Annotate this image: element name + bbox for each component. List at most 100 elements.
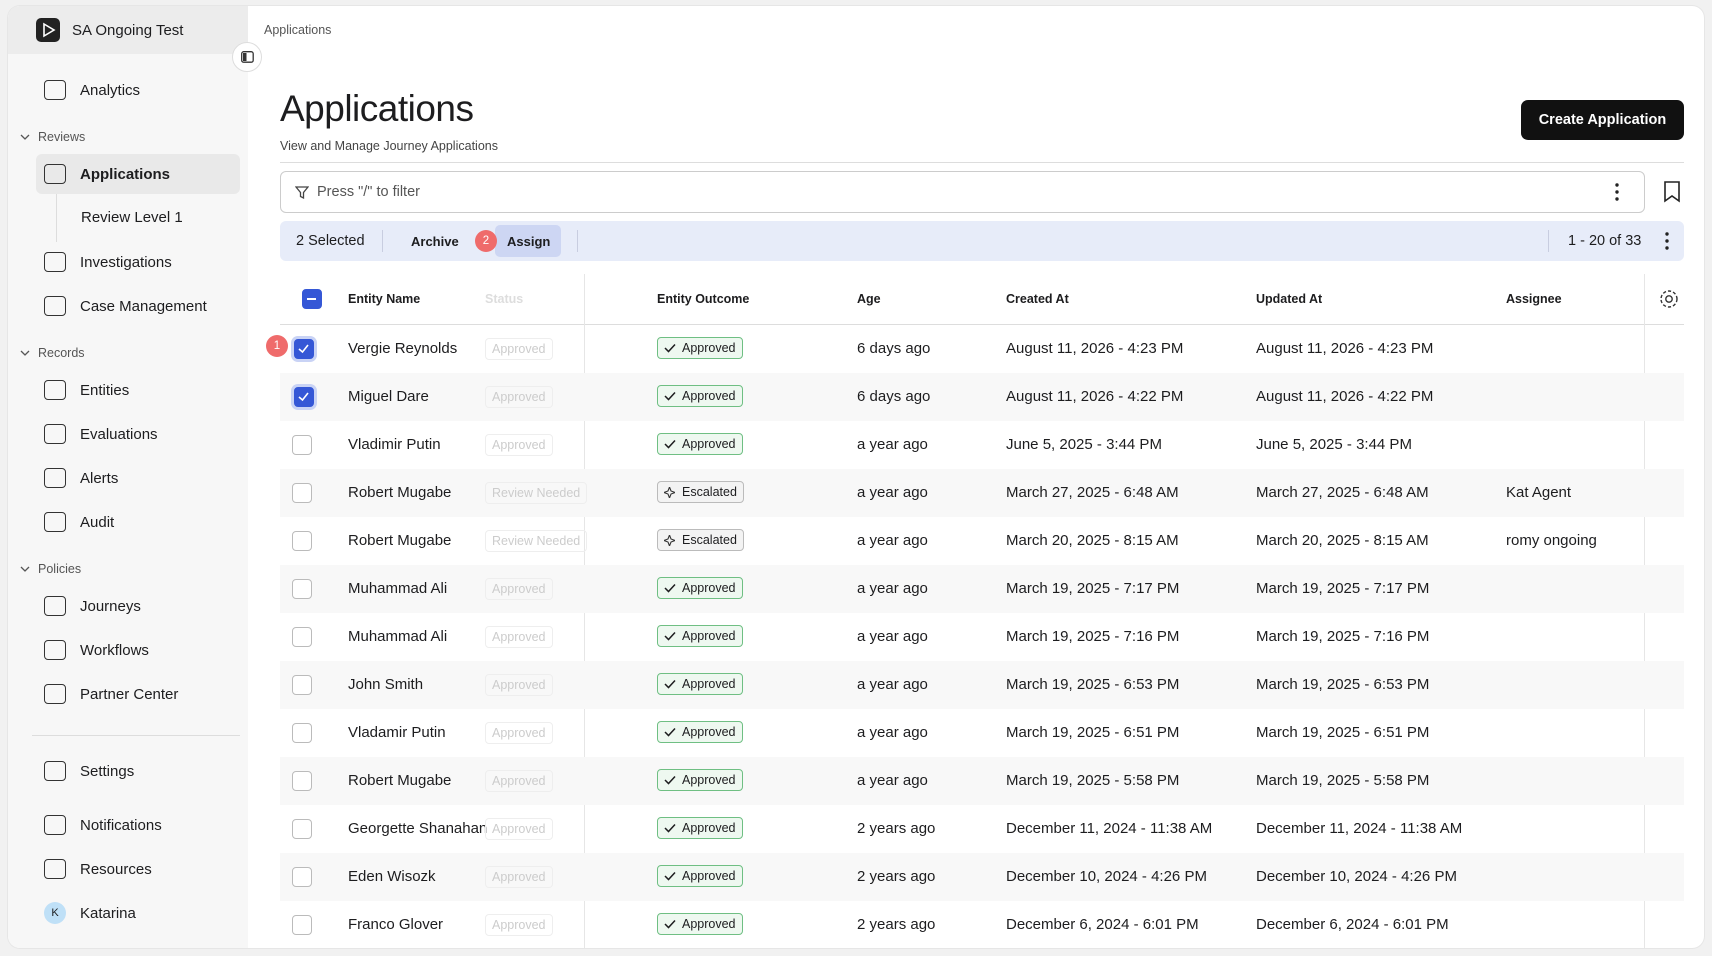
workspace-name: SA Ongoing Test bbox=[72, 22, 184, 39]
nav-section[interactable]: Reviews bbox=[20, 130, 85, 144]
cell-text: romy ongoing bbox=[1506, 532, 1597, 549]
nav-item[interactable]: Applications bbox=[36, 154, 240, 194]
select-all[interactable] bbox=[302, 289, 322, 309]
nav-item[interactable]: Journeys bbox=[36, 586, 240, 626]
nav-item[interactable]: Investigations bbox=[36, 242, 240, 282]
entity-name: Eden Wisozk bbox=[348, 868, 436, 885]
nav-icon bbox=[44, 640, 66, 660]
nav-item[interactable]: Audit bbox=[36, 502, 240, 542]
status-ghost: Approved bbox=[485, 434, 553, 456]
app: SA Ongoing Test Analytics Reviews Applicat… bbox=[8, 6, 1704, 948]
column-header[interactable]: Created At bbox=[1006, 292, 1069, 306]
nav-section[interactable]: Policies bbox=[20, 562, 81, 576]
table-row[interactable]: Robert Mugabe Review Needed Escalated a yea… bbox=[280, 469, 1684, 517]
nav-item[interactable]: Evaluations bbox=[36, 414, 240, 454]
nav-subitem[interactable]: Review Level 1 bbox=[81, 209, 183, 226]
workspace-header[interactable]: SA Ongoing Test bbox=[8, 6, 248, 54]
cell-text: a year ago bbox=[857, 676, 928, 693]
nav-icon bbox=[44, 424, 66, 444]
nav-item[interactable]: Workflows bbox=[36, 630, 240, 670]
column-header[interactable]: Age bbox=[857, 292, 881, 306]
cell-text: 2 years ago bbox=[857, 916, 936, 933]
cell-text: a year ago bbox=[857, 772, 928, 789]
table-row[interactable]: Robert Mugabe Approved Approved a year ago M… bbox=[280, 757, 1684, 805]
row-checkbox[interactable] bbox=[292, 819, 312, 839]
row-checkbox[interactable] bbox=[292, 867, 312, 887]
cell-text: March 19, 2025 - 6:53 PM bbox=[1256, 676, 1430, 693]
archive-button[interactable]: Archive bbox=[411, 234, 459, 249]
nav-label: Analytics bbox=[80, 81, 141, 99]
column-header[interactable]: Entity Name bbox=[348, 292, 421, 306]
nav-item[interactable]: Settings bbox=[36, 751, 240, 791]
nav-item[interactable]: Notifications bbox=[36, 805, 240, 845]
chevron bbox=[20, 134, 30, 140]
nav-icon bbox=[44, 815, 66, 835]
cell-text: Kat Agent bbox=[1506, 484, 1572, 501]
status-ghost: Approved bbox=[485, 866, 553, 888]
cell-text: June 5, 2025 - 3:44 PM bbox=[1006, 436, 1162, 453]
nav-item[interactable]: Entities bbox=[36, 370, 240, 410]
row-checkbox[interactable] bbox=[294, 387, 314, 407]
table-row[interactable]: Robert Mugabe Review Needed Escalated a yea… bbox=[280, 517, 1684, 565]
cell-text: 6 days ago bbox=[857, 388, 931, 405]
table-row[interactable]: Miguel Dare Approved Approved 6 days ago Aug… bbox=[280, 373, 1684, 421]
status-ghost: Approved bbox=[485, 338, 553, 360]
create-button[interactable]: Create Application bbox=[1521, 100, 1684, 140]
table-row[interactable]: Muhammad Ali Approved Approved a year ago Ma… bbox=[280, 613, 1684, 661]
collapse-icon bbox=[241, 51, 254, 63]
nav-item[interactable]: Case Management bbox=[36, 286, 240, 326]
bar-menu[interactable] bbox=[1665, 232, 1669, 250]
outcome-pill: Approved bbox=[657, 817, 743, 839]
row-checkbox[interactable] bbox=[292, 435, 312, 455]
row-checkbox[interactable] bbox=[292, 915, 312, 935]
nav-icon bbox=[44, 512, 66, 532]
user[interactable]: K Katarina bbox=[36, 893, 240, 933]
column-header[interactable]: Entity Outcome bbox=[657, 292, 750, 306]
column-settings[interactable] bbox=[1658, 288, 1680, 310]
entity-name: Vladimir Putin bbox=[348, 436, 441, 453]
outcome-pill: Approved bbox=[657, 337, 743, 359]
assign-button[interactable]: Assign bbox=[495, 225, 561, 257]
filter-menu[interactable] bbox=[1615, 183, 1619, 201]
table-row[interactable]: Franco Glover Approved Approved 2 years ago… bbox=[280, 901, 1684, 948]
cell-text: March 19, 2025 - 6:53 PM bbox=[1006, 676, 1180, 693]
nav-item[interactable]: Alerts bbox=[36, 458, 240, 498]
pagination: 1 - 20 of 33 bbox=[1568, 233, 1642, 249]
nav-label: Audit bbox=[80, 513, 115, 531]
nav-item[interactable]: Resources bbox=[36, 849, 240, 889]
cell-text: a year ago bbox=[857, 436, 928, 453]
table-row[interactable]: Muhammad Ali Approved Approved a year ago Ma… bbox=[280, 565, 1684, 613]
outcome-pill: Approved bbox=[657, 433, 743, 455]
table-row[interactable]: Eden Wisozk Approved Approved 2 years ago De… bbox=[280, 853, 1684, 901]
row-checkbox[interactable] bbox=[292, 627, 312, 647]
nav-section[interactable]: Records bbox=[20, 346, 85, 360]
table-row[interactable]: John Smith Approved Approved a year ago Marc… bbox=[280, 661, 1684, 709]
step-badge: 2 bbox=[475, 230, 497, 252]
row-checkbox[interactable] bbox=[292, 675, 312, 695]
nav-icon bbox=[44, 596, 66, 616]
column-header[interactable]: Assignee bbox=[1506, 292, 1562, 306]
row-checkbox[interactable] bbox=[294, 339, 314, 359]
collapse-button[interactable] bbox=[232, 42, 262, 72]
nav-icon bbox=[44, 80, 66, 100]
table-row[interactable]: Vladamir Putin Approved Approved a year ago… bbox=[280, 709, 1684, 757]
column-header[interactable]: Updated At bbox=[1256, 292, 1323, 306]
bookmark-button[interactable] bbox=[1663, 181, 1681, 203]
column-header[interactable]: Status bbox=[485, 292, 524, 306]
row-checkbox[interactable] bbox=[292, 483, 312, 503]
row-checkbox[interactable] bbox=[292, 531, 312, 551]
outcome-pill: Approved bbox=[657, 625, 743, 647]
nav-item[interactable]: Analytics bbox=[36, 70, 240, 110]
cell-text: March 20, 2025 - 8:15 AM bbox=[1256, 532, 1429, 549]
table-row[interactable]: Vladimir Putin Approved Approved a year ago… bbox=[280, 421, 1684, 469]
table-row[interactable]: Georgette Shanahan Approved Approved 2 year… bbox=[280, 805, 1684, 853]
row-checkbox[interactable] bbox=[292, 579, 312, 599]
entity-name: Muhammad Ali bbox=[348, 628, 448, 645]
breadcrumb[interactable]: Applications bbox=[264, 23, 332, 37]
row-checkbox[interactable] bbox=[292, 723, 312, 743]
table-row[interactable]: Vergie Reynolds Approved Approved 6 days ag… bbox=[280, 325, 1684, 373]
filter-input[interactable]: Press "/" to filter bbox=[280, 171, 1645, 213]
row-checkbox[interactable] bbox=[292, 771, 312, 791]
cell-text: March 19, 2025 - 7:16 PM bbox=[1006, 628, 1180, 645]
nav-item[interactable]: Partner Center bbox=[36, 674, 240, 714]
